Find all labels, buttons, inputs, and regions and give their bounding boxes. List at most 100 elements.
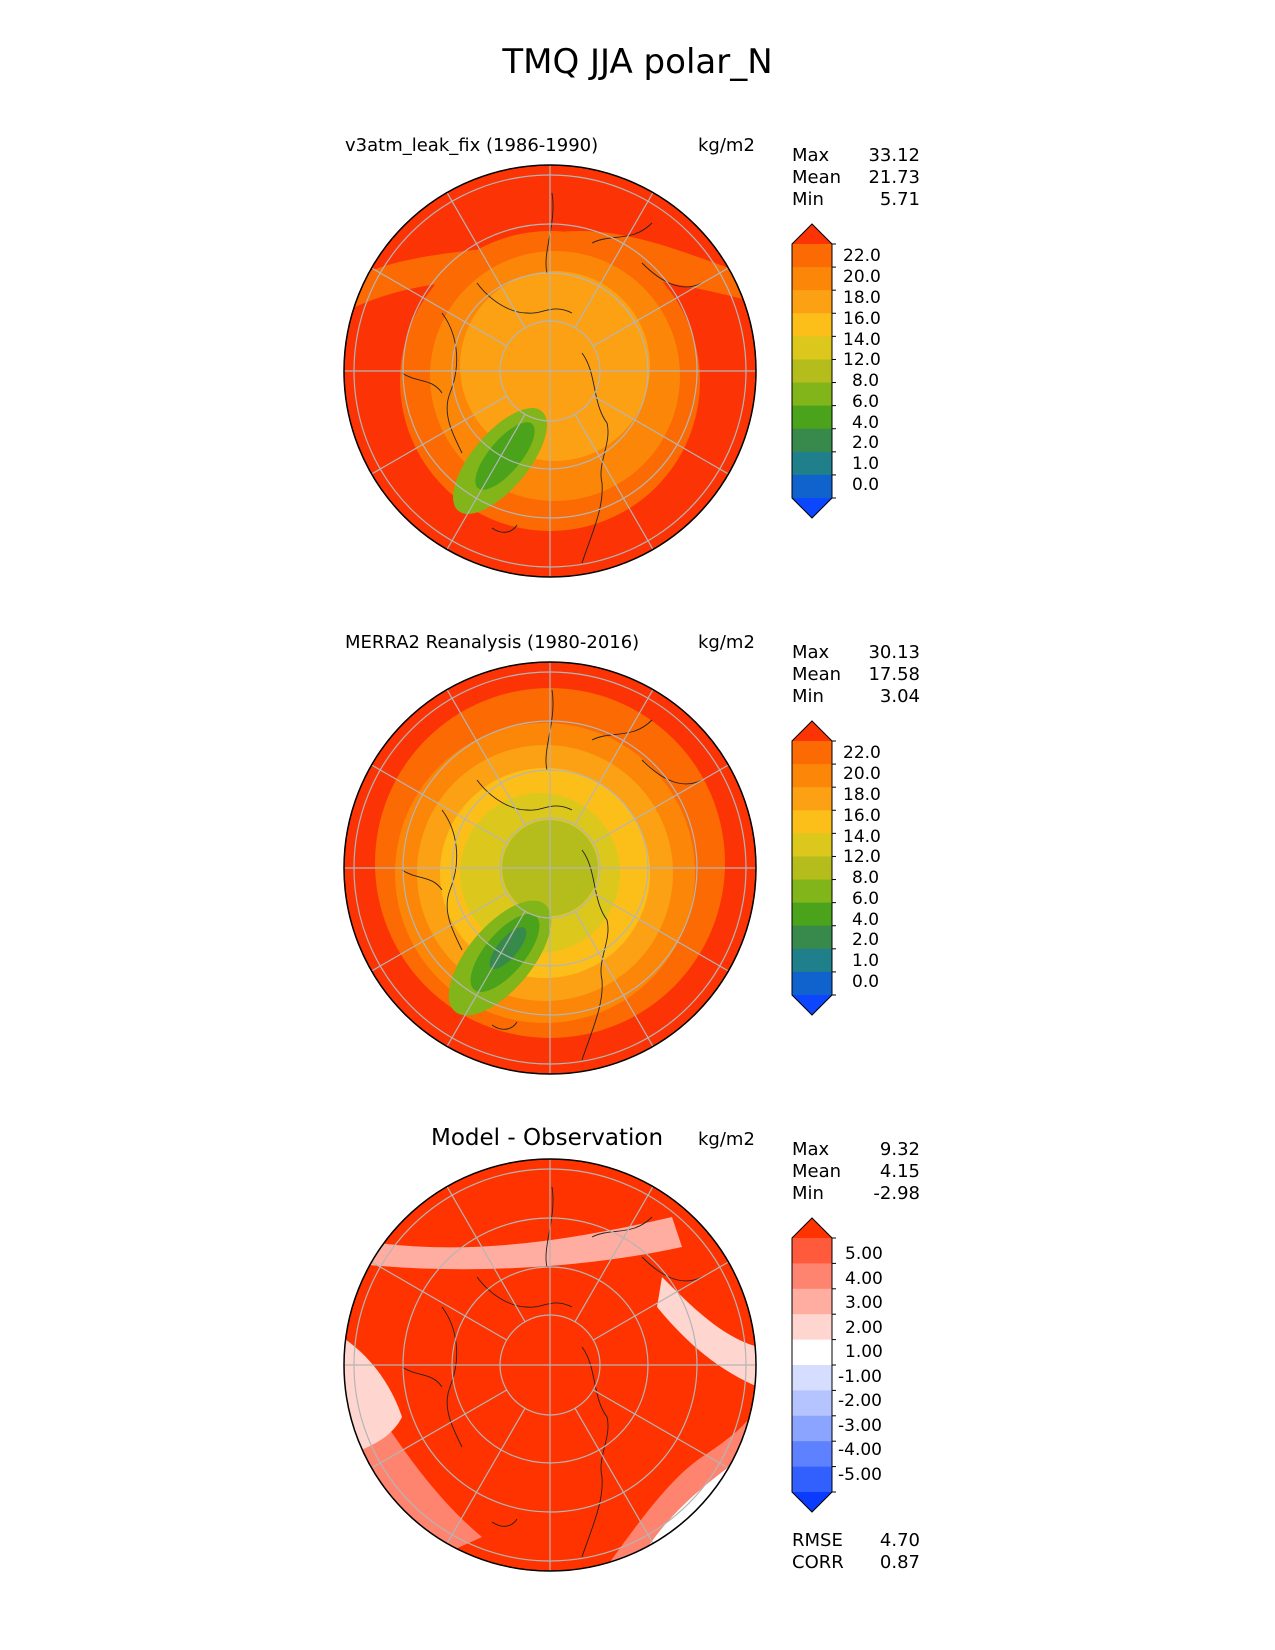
colorbar-segment: [792, 359, 832, 384]
colorbar-segment: [792, 741, 832, 765]
stat-label: Mean: [792, 664, 842, 685]
longitude-line: [371, 1261, 507, 1341]
longitude-line: [371, 395, 507, 475]
colorbar-tick-label: 14.0: [843, 330, 881, 350]
map-boundary: [343, 164, 757, 578]
colorbar-tick-label: 0.0: [852, 475, 880, 495]
stat-value: 33.12: [868, 145, 920, 166]
stats-block: Max 9.32 Mean 4.15 Min -2.98: [792, 1139, 920, 1205]
colorbar-segment: [792, 902, 832, 927]
colorbar-tick-label: 12.0: [843, 350, 881, 370]
colorbar-segment: [792, 948, 832, 973]
colorbar-segment: [792, 879, 832, 904]
stat-label: Min: [792, 189, 824, 210]
coastline: [591, 719, 653, 741]
coastline: [401, 869, 443, 891]
rmse-corr-block: RMSE 4.70 CORR 0.87: [792, 1530, 920, 1574]
units-label: kg/m2: [698, 1129, 755, 1150]
colorbar-segment: [792, 1365, 832, 1391]
colorbar-segment: [792, 290, 832, 314]
units-label: kg/m2: [698, 632, 755, 653]
coastline: [441, 312, 463, 454]
longitude-line: [593, 1261, 729, 1341]
coastline: [441, 809, 463, 951]
colorbar-segment: [792, 313, 832, 337]
colorbar-segment: [792, 382, 832, 407]
colorbar-tick-label: -3.00: [838, 1416, 882, 1436]
stat-label: Max: [792, 642, 830, 663]
stat-value: 17.58: [868, 664, 920, 685]
colorbar-tick-label: 18.0: [843, 288, 881, 308]
colorbar-segment: [792, 1415, 832, 1442]
colorbar-tick-label: 5.00: [845, 1244, 883, 1264]
colorbar-segment: [792, 1466, 832, 1493]
longitude-line: [574, 192, 654, 328]
stat-label: Min: [792, 686, 824, 707]
figure-title: TMQ JJA polar_N: [502, 42, 773, 82]
field-contour: [344, 1217, 682, 1270]
map-field: [344, 165, 756, 577]
stat-label: Min: [792, 1183, 824, 1204]
stat-value: 30.13: [868, 642, 920, 663]
longitude-line: [574, 1408, 654, 1544]
polar-map: [343, 164, 757, 578]
coastline: [476, 282, 573, 314]
map-boundary: [343, 661, 757, 1075]
stat-value: 21.73: [868, 167, 920, 188]
stat-label: Max: [792, 1139, 830, 1160]
coastline: [476, 1276, 573, 1308]
polar-map: [343, 661, 757, 1075]
coastline: [641, 1256, 703, 1282]
colorbar-segment: [792, 1339, 832, 1366]
stat-value: 9.32: [879, 1139, 920, 1160]
colorbar-tick-label: 6.0: [852, 889, 880, 909]
colorbar-tick-label: -4.00: [838, 1440, 882, 1460]
colorbar-segment: [792, 428, 832, 453]
stat-value: 0.87: [879, 1552, 920, 1573]
panel-title: Model - Observation: [431, 1125, 664, 1151]
field-contour: [489, 927, 527, 969]
stat-value: 4.15: [879, 1161, 920, 1182]
stat-label: Mean: [792, 167, 842, 188]
stat-value: -2.98: [873, 1183, 920, 1204]
polar-map: [343, 1158, 757, 1572]
coastline: [641, 759, 703, 785]
colorbar-extend-min: [792, 498, 832, 518]
colorbar-tick-label: 22.0: [843, 743, 881, 763]
colorbar-tick-label: 12.0: [843, 847, 881, 867]
map-boundary: [343, 1158, 757, 1572]
longitude-line: [371, 892, 507, 972]
colorbar-tick-label: 4.0: [852, 413, 880, 433]
colorbar-tick-label: 18.0: [843, 785, 881, 805]
colorbar-tick-label: 14.0: [843, 827, 881, 847]
colorbar-tick-label: 2.00: [845, 1318, 883, 1338]
colorbar-tick-label: 4.0: [852, 910, 880, 930]
stats-block: Max 30.13 Mean 17.58 Min 3.04: [792, 642, 920, 708]
colorbar-segment: [792, 787, 832, 811]
colorbar-tick-label: 22.0: [843, 246, 881, 266]
longitude-line: [446, 192, 526, 328]
colorbar-segment: [792, 244, 832, 268]
colorbar-segment: [792, 833, 832, 857]
longitude-line: [593, 764, 729, 844]
colorbar-tick-label: 20.0: [843, 267, 881, 287]
colorbar-segment: [792, 1263, 832, 1290]
longitude-line: [446, 689, 526, 825]
stat-value: 3.04: [879, 686, 920, 707]
colorbar-tick-label: 8.0: [852, 371, 880, 391]
colorbar-tick-label: 0.0: [852, 972, 880, 992]
longitude-line: [446, 1408, 526, 1544]
colorbar-tick-label: 1.0: [852, 951, 880, 971]
colorbar-tick-label: 4.00: [845, 1269, 883, 1289]
stats-block: Max 33.12 Mean 21.73 Min 5.71: [792, 145, 920, 211]
colorbar-tick-label: -5.00: [838, 1465, 882, 1485]
longitude-line: [371, 1389, 507, 1469]
longitude-line: [593, 395, 729, 475]
field-contour: [657, 1277, 756, 1387]
colorbar-tick-label: 16.0: [843, 806, 881, 826]
colorbar-tick-label: -1.00: [838, 1367, 882, 1387]
longitude-line: [593, 1389, 729, 1469]
stat-value: 4.70: [879, 1530, 920, 1551]
colorbar-segment: [792, 810, 832, 834]
stat-value: 5.71: [879, 189, 920, 210]
